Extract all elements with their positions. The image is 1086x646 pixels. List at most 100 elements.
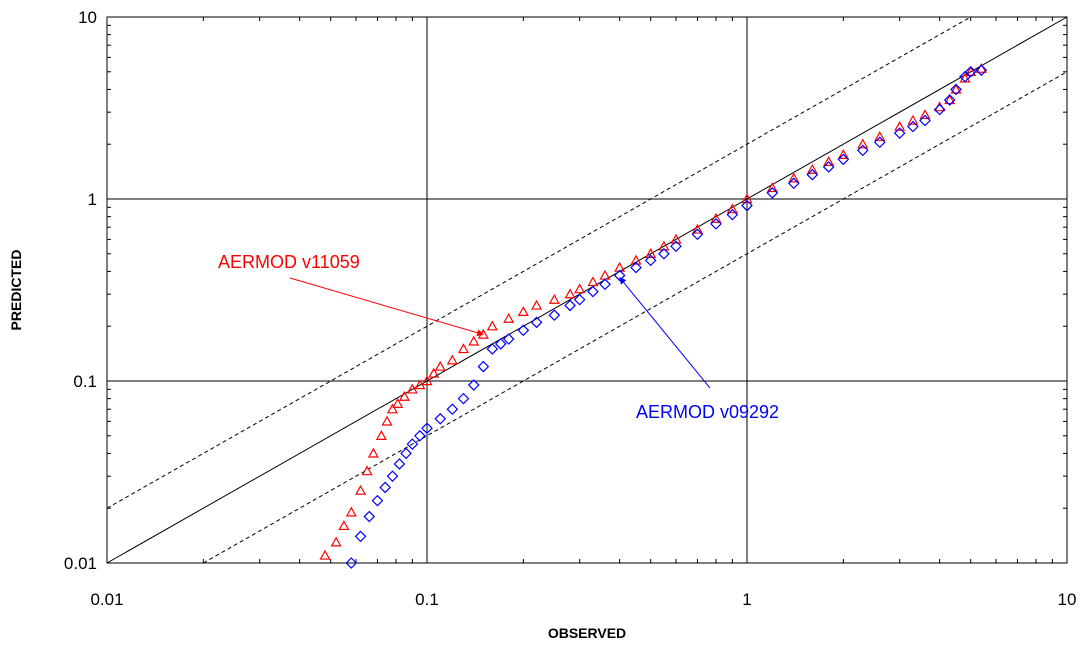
data-point-triangle [548, 293, 560, 304]
data-point-diamond [837, 153, 850, 166]
annotation-arrow [619, 277, 711, 389]
one-to-one-line [106, 16, 1068, 564]
x-tick-label: 0.1 [415, 590, 439, 609]
annotations: AERMOD v11059 AERMOD v09292 [218, 252, 779, 422]
data-point-diamond [400, 447, 412, 460]
data-point-diamond [434, 412, 447, 425]
reference-lines [106, 16, 1068, 564]
data-point-triangle [330, 536, 342, 547]
data-point-triangle [587, 276, 599, 287]
data-point-diamond [414, 429, 426, 442]
data-point-diamond [386, 470, 399, 483]
data-point-triangle [630, 254, 642, 265]
data-point-triangle [670, 233, 682, 244]
data-point-triangle [361, 465, 373, 476]
data-point-triangle [645, 248, 657, 258]
data-point-triangle [457, 343, 469, 354]
data-point-diamond [406, 438, 419, 450]
data-point-diamond [530, 316, 543, 329]
data-point-triangle [857, 138, 869, 149]
data-point-triangle [788, 172, 800, 183]
data-point-triangle [392, 398, 404, 408]
data-point-triangle [319, 549, 331, 560]
gridlines [107, 17, 1067, 563]
tick-labels: 0.01 0.1 1 10 0.01 0.1 1 10 [64, 8, 1077, 609]
x-tick-label: 0.01 [90, 590, 123, 609]
data-point-diamond [726, 208, 739, 221]
data-point-diamond [457, 392, 470, 405]
data-point-diamond [564, 299, 576, 312]
y-tick-label: 0.01 [64, 554, 97, 573]
annotation-v11059: AERMOD v11059 [218, 252, 360, 272]
data-point-diamond [964, 65, 977, 78]
data-point-triangle [965, 66, 977, 76]
data-point-diamond [446, 403, 459, 416]
annotation-arrow [289, 277, 485, 337]
data-point-diamond [363, 510, 376, 523]
data-point-triangle [531, 299, 543, 310]
data-point-diamond [710, 218, 722, 230]
data-point-triangle [338, 520, 350, 531]
series-layer [319, 62, 988, 569]
data-point-triangle [766, 182, 778, 193]
data-point-triangle [574, 283, 586, 294]
data-point-triangle [446, 354, 458, 365]
data-point-diamond [486, 343, 499, 355]
data-point-diamond [644, 254, 657, 267]
data-point-triangle [691, 223, 703, 234]
data-point-diamond [345, 557, 358, 569]
factor-two-under-line [203, 71, 1068, 564]
data-point-diamond [517, 324, 530, 337]
data-point-diamond [587, 285, 599, 298]
data-point-triangle [950, 83, 962, 94]
data-point-diamond [477, 360, 490, 373]
data-point-diamond [630, 261, 642, 274]
data-point-diamond [806, 168, 819, 181]
data-point-triangle [726, 203, 738, 214]
data-point-diamond [856, 144, 869, 157]
data-point-diamond [787, 177, 800, 190]
data-point-triangle [517, 306, 529, 317]
annotation-v09292: AERMOD v09292 [636, 402, 779, 422]
data-point-diamond [670, 240, 682, 253]
data-point-triangle [874, 130, 886, 141]
data-point-diamond [893, 127, 906, 140]
x-tick-label: 1 [742, 590, 751, 609]
data-point-triangle [658, 240, 670, 251]
data-point-triangle [428, 367, 440, 378]
data-point-diamond [741, 199, 753, 212]
data-point-diamond [691, 228, 704, 241]
data-point-triangle [386, 403, 398, 414]
y-tick-label: 1 [88, 190, 97, 209]
data-point-diamond [548, 309, 561, 322]
data-point-diamond [766, 187, 779, 199]
data-point-triangle [434, 360, 446, 371]
data-point-triangle [381, 415, 393, 426]
minor-ticks [106, 17, 1067, 564]
data-point-triangle [710, 212, 722, 223]
data-point-triangle [503, 312, 515, 323]
x-tick-label: 10 [1058, 590, 1077, 609]
data-point-triangle [468, 335, 480, 346]
data-point-diamond [975, 64, 988, 77]
data-point-diamond [467, 379, 480, 391]
data-point-triangle [837, 149, 849, 159]
data-point-triangle [345, 506, 357, 517]
data-point-triangle [421, 375, 433, 386]
data-point-triangle [907, 114, 919, 125]
data-point-triangle [944, 94, 956, 105]
x-axis-title: OBSERVED [548, 625, 626, 641]
data-point-triangle [806, 163, 818, 174]
data-point-triangle [486, 320, 498, 331]
data-point-diamond [421, 422, 433, 435]
data-point-diamond [907, 120, 919, 133]
data-point-diamond [873, 136, 886, 149]
y-axis-title: PREDICTED [8, 250, 24, 331]
data-point-diamond [599, 278, 611, 291]
data-point-diamond [502, 333, 515, 345]
data-point-diamond [950, 83, 962, 96]
data-point-diamond [933, 103, 946, 116]
factor-two-over-line [106, 16, 971, 509]
data-point-triangle [375, 430, 387, 440]
